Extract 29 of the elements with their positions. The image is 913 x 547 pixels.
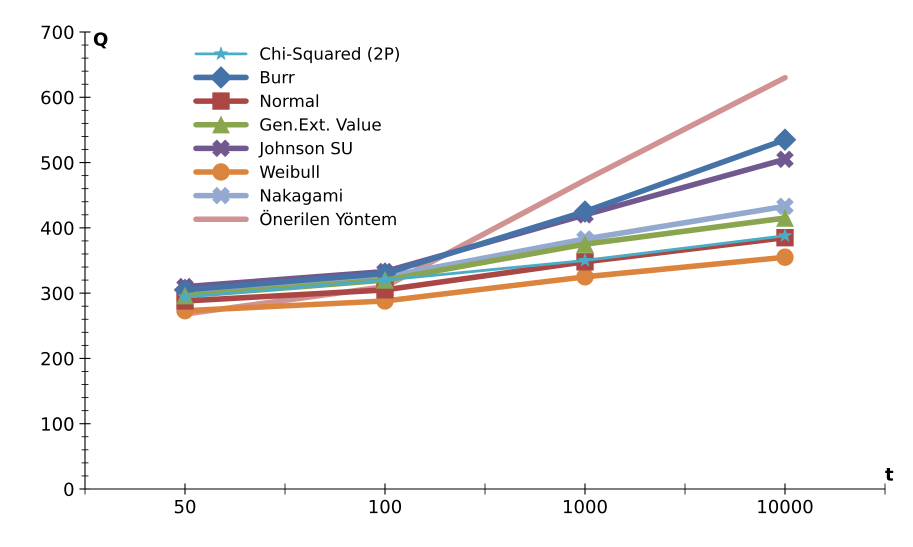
point <box>776 248 794 266</box>
point <box>776 150 794 168</box>
y-axis-title: Q <box>94 32 108 48</box>
x-tick-label: 10000 <box>758 500 813 514</box>
point <box>576 235 594 253</box>
y-tick-label: 600 <box>41 90 74 104</box>
legend-label: Nakagami <box>260 188 342 205</box>
point <box>776 209 794 227</box>
y-tick-label: 400 <box>41 221 74 235</box>
legend-label: Chi-Squared (2P) <box>260 47 399 64</box>
legend-label: Johnson SU <box>258 142 352 158</box>
legend-label: Weibull <box>260 165 319 178</box>
y-tick-label: 100 <box>42 417 74 431</box>
legend-label: Önerilen Yöntem <box>260 210 396 226</box>
y-tick-label: 700 <box>42 25 74 40</box>
point <box>574 200 596 223</box>
legend-label: Burr <box>260 71 295 84</box>
x-tick-label: 50 <box>174 500 196 514</box>
y-tick-label: 0 <box>64 482 74 496</box>
y-tick-label: 300 <box>41 286 74 300</box>
legend-label: Normal <box>260 94 318 108</box>
legend-label: Gen.Ext. Value <box>260 118 381 131</box>
y-tick-label: 500 <box>42 156 74 170</box>
point <box>776 198 794 215</box>
point <box>774 128 796 151</box>
y-tick-label: 200 <box>41 352 74 366</box>
x-tick-label: 1000 <box>564 500 607 514</box>
x-tick-label: 100 <box>370 500 402 514</box>
x-axis-title: t <box>885 468 894 481</box>
